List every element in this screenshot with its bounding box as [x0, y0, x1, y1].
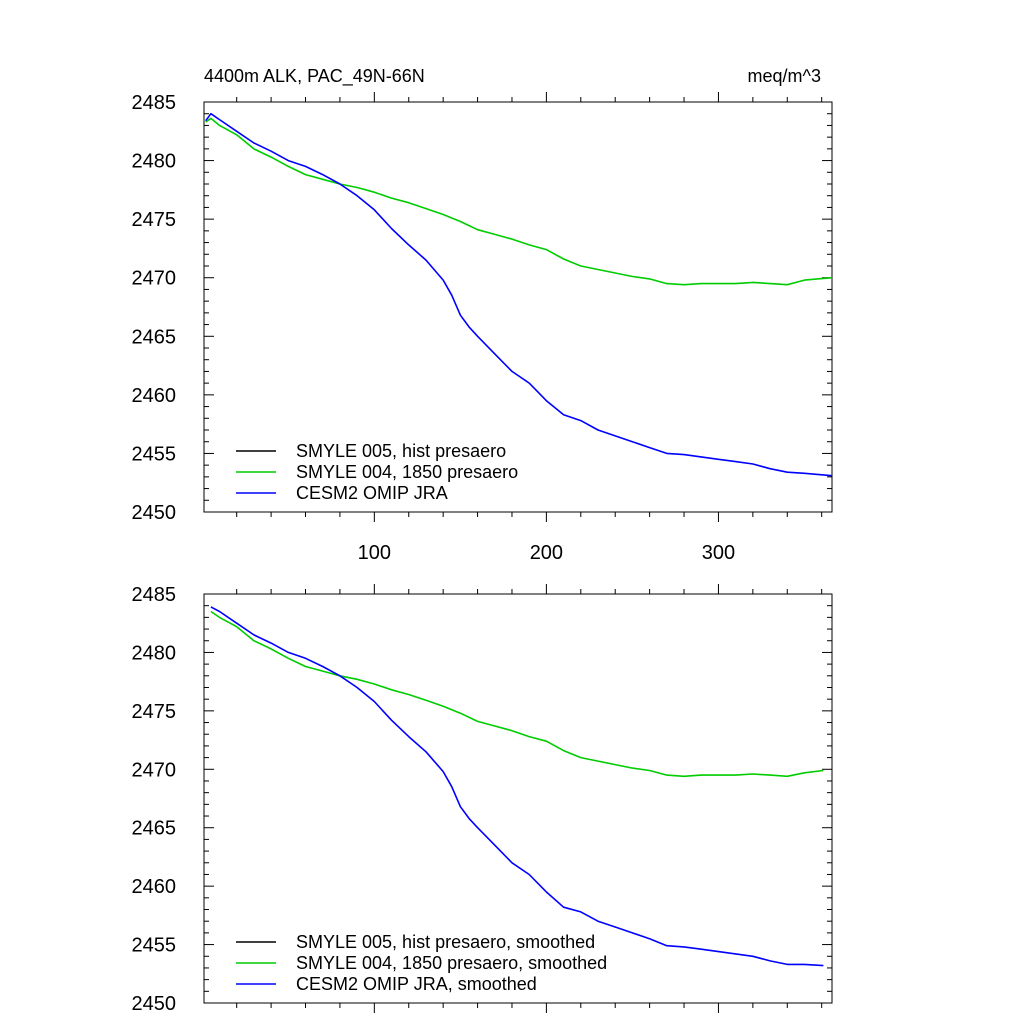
y-tick-label: 2475	[132, 209, 177, 231]
series-line-3	[210, 606, 824, 967]
series-line-3	[205, 112, 833, 477]
x-tick-label: 100	[358, 542, 391, 564]
y-tick-label: 2480	[132, 151, 177, 173]
y-tick-label: 2475	[132, 701, 177, 723]
legend-label: CESM2 OMIP JRA	[296, 483, 448, 503]
top-panel: 4400m ALK, PAC_49N-66N meq/m^3 2450 2455 2…	[132, 66, 833, 564]
y-tick-label: 2470	[132, 268, 177, 290]
y-tick-label: 2480	[132, 642, 177, 664]
y-tick-label: 2460	[132, 876, 177, 898]
series-line-2	[210, 610, 824, 778]
legend-label: SMYLE 004, 1850 presaero, smoothed	[296, 953, 607, 973]
y-tick-label: 2455	[132, 935, 177, 957]
plot-frame	[203, 101, 833, 513]
y-tick-label: 2470	[132, 759, 177, 781]
y-tick-label: 2455	[132, 443, 177, 465]
legend-label: SMYLE 005, hist presaero, smoothed	[296, 932, 595, 952]
y-tick-label: 2485	[132, 92, 177, 114]
series-line-2	[205, 117, 833, 286]
legend-label: SMYLE 005, hist presaero	[296, 441, 506, 461]
bottom-panel: 2450 2455 2460 2465 2470 2475 2480 2485 SMYLE 00…	[132, 584, 833, 1015]
y-tick-label: 2450	[132, 502, 177, 524]
y-tick-label: 2465	[132, 818, 177, 840]
y-tick-label: 2460	[132, 385, 177, 407]
y-tick-label: 2450	[132, 993, 177, 1015]
plot-frame	[203, 593, 833, 1004]
y-tick-label: 2465	[132, 326, 177, 348]
y-tick-label: 2485	[132, 584, 177, 606]
legend-label: CESM2 OMIP JRA, smoothed	[296, 974, 537, 994]
chart-title-units: meq/m^3	[748, 66, 821, 86]
legend-label: SMYLE 004, 1850 presaero	[296, 462, 518, 482]
x-tick-label: 300	[702, 542, 735, 564]
x-tick-label: 200	[530, 542, 563, 564]
chart-title-left: 4400m ALK, PAC_49N-66N	[204, 66, 425, 87]
